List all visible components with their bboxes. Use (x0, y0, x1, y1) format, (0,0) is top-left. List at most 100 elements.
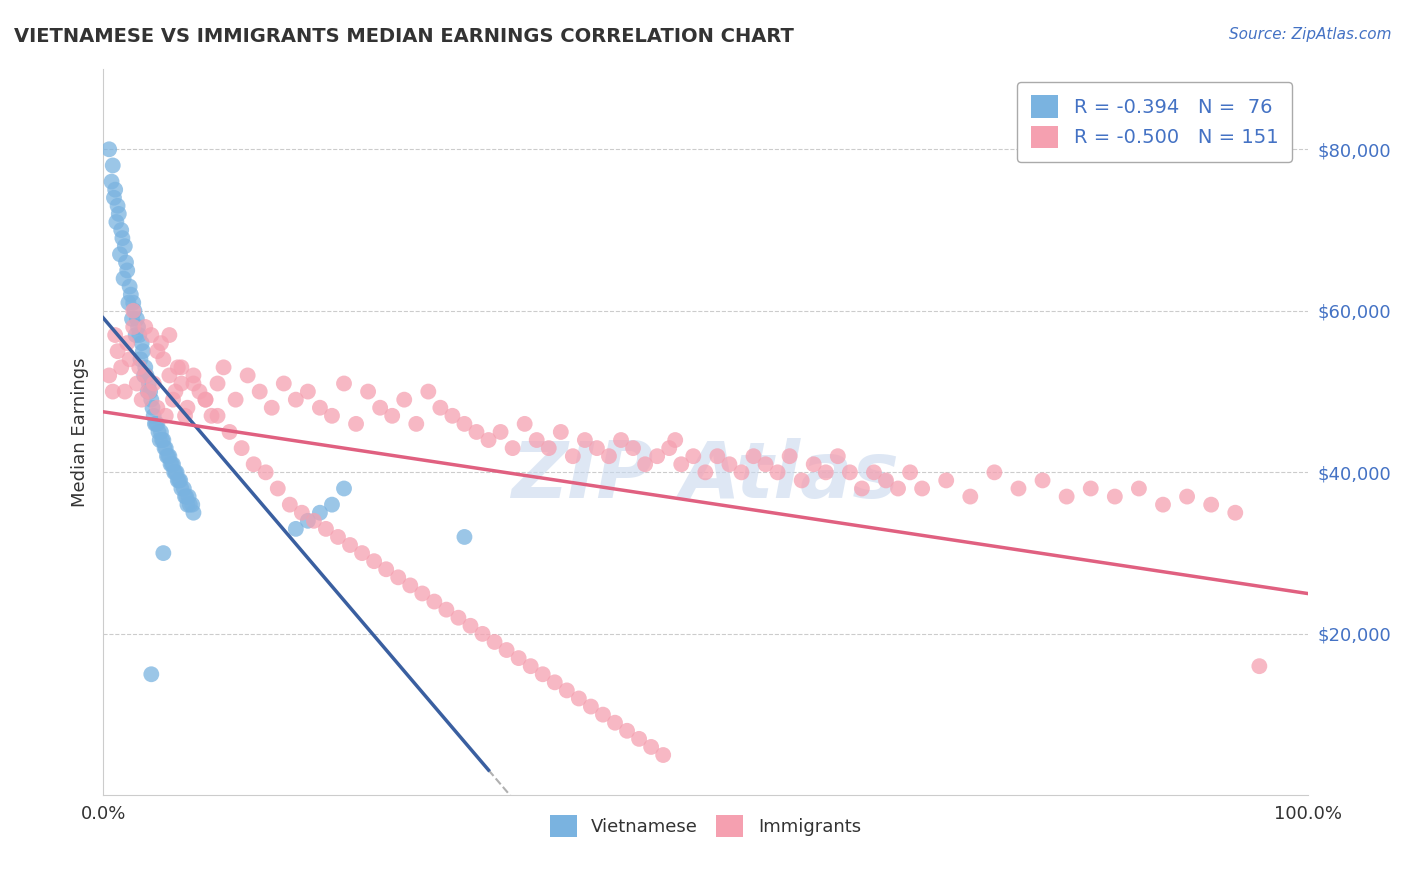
Point (152, 433, 174, 447)
Point (134, 368, 156, 383)
Point (249, 384, 271, 399)
Point (122, 303, 145, 318)
Point (863, 466, 886, 480)
Point (555, 683, 578, 698)
Point (297, 384, 319, 399)
Point (165, 384, 187, 399)
Point (135, 368, 157, 383)
Point (297, 514, 319, 528)
Point (537, 441, 560, 455)
Point (333, 376, 356, 391)
Point (645, 449, 668, 463)
Point (1032, 474, 1054, 488)
Point (754, 457, 776, 471)
Point (453, 417, 475, 431)
Point (118, 279, 141, 293)
Point (640, 739, 662, 754)
Point (561, 449, 583, 463)
Point (394, 392, 416, 407)
Point (695, 466, 717, 480)
Point (453, 530, 475, 544)
Point (188, 384, 211, 399)
Point (152, 546, 174, 560)
Point (207, 376, 229, 391)
Point (302, 514, 325, 528)
Point (104, 328, 127, 343)
Point (267, 482, 290, 496)
Point (159, 457, 181, 471)
Point (309, 506, 332, 520)
Point (101, 158, 124, 172)
Point (519, 659, 541, 673)
Point (183, 368, 205, 383)
Point (1225, 506, 1247, 520)
Point (169, 474, 191, 488)
Point (129, 352, 152, 367)
Point (98, 368, 121, 383)
Point (104, 183, 127, 197)
Point (254, 466, 277, 480)
Point (122, 320, 145, 334)
Point (875, 474, 897, 488)
Point (118, 352, 141, 367)
Point (434, 602, 457, 616)
Point (321, 498, 343, 512)
Point (143, 417, 166, 431)
Point (471, 627, 494, 641)
Point (115, 263, 138, 277)
Point (441, 409, 464, 423)
Point (157, 449, 180, 463)
Point (460, 619, 482, 633)
Point (107, 207, 129, 221)
Point (513, 417, 536, 431)
Point (179, 498, 201, 512)
Point (586, 441, 609, 455)
Point (108, 247, 131, 261)
Point (309, 401, 332, 415)
Point (170, 376, 193, 391)
Point (181, 498, 204, 512)
Point (489, 425, 512, 439)
Point (150, 433, 173, 447)
Point (107, 199, 129, 213)
Point (141, 328, 163, 343)
Point (730, 466, 752, 480)
Point (125, 376, 148, 391)
Point (174, 409, 197, 423)
Point (260, 401, 283, 415)
Point (495, 643, 517, 657)
Point (114, 384, 136, 399)
Point (145, 417, 167, 431)
Point (166, 474, 188, 488)
Point (110, 223, 132, 237)
Point (779, 449, 801, 463)
Point (652, 747, 675, 762)
Point (598, 449, 620, 463)
Point (1104, 490, 1126, 504)
Point (160, 457, 183, 471)
Point (887, 482, 910, 496)
Point (429, 401, 451, 415)
Point (592, 707, 614, 722)
Point (814, 466, 837, 480)
Point (134, 320, 156, 334)
Point (1056, 490, 1078, 504)
Point (162, 392, 184, 407)
Point (128, 360, 150, 375)
Point (157, 449, 180, 463)
Point (231, 441, 253, 455)
Point (148, 425, 170, 439)
Point (405, 417, 427, 431)
Point (100, 175, 122, 189)
Text: ZIP Atlas: ZIP Atlas (512, 438, 900, 514)
Point (177, 490, 200, 504)
Point (983, 466, 1005, 480)
Point (550, 425, 572, 439)
Point (827, 449, 849, 463)
Point (616, 723, 638, 738)
Point (115, 255, 138, 269)
Point (423, 594, 446, 608)
Point (120, 287, 142, 301)
Point (149, 336, 172, 351)
Point (155, 441, 177, 455)
